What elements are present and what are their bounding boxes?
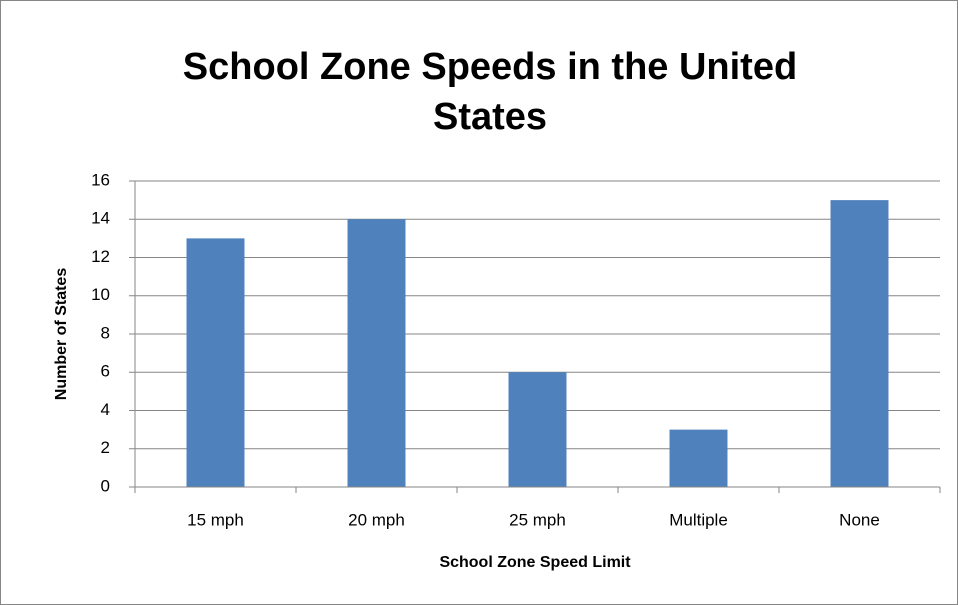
bar: [347, 219, 406, 487]
x-axis-label: School Zone Speed Limit: [439, 554, 631, 571]
bar: [508, 372, 567, 487]
x-tick-label: Multiple: [669, 510, 728, 529]
x-tick-label: 25 mph: [509, 510, 566, 529]
y-tick-label: 8: [101, 323, 110, 342]
y-tick-label: 12: [91, 247, 110, 266]
bar: [669, 429, 728, 487]
y-tick-label: 10: [91, 285, 110, 304]
x-tick-label: 15 mph: [187, 510, 244, 529]
y-axis-label: Number of States: [53, 268, 70, 401]
y-tick-label: 16: [91, 170, 110, 189]
bar: [830, 200, 889, 487]
x-tick-label: 20 mph: [348, 510, 405, 529]
y-tick-label: 2: [101, 438, 110, 457]
bar: [186, 238, 245, 487]
y-tick-label: 14: [91, 209, 110, 228]
y-tick-label: 4: [101, 400, 110, 419]
y-tick-label: 6: [101, 362, 110, 381]
y-tick-label: 0: [101, 476, 110, 495]
x-tick-label: None: [839, 510, 880, 529]
chart-title: School Zone Speeds in the United States: [182, 46, 798, 138]
